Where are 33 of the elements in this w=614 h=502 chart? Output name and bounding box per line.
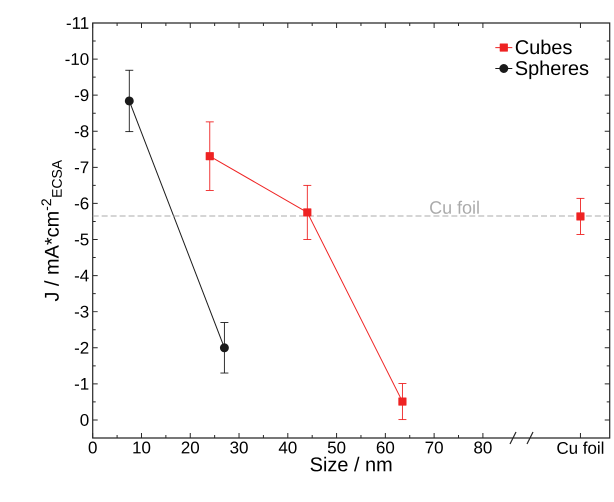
y-tick-label: -10 — [65, 53, 89, 66]
y-tick-label: -6 — [74, 197, 88, 210]
y-tick-label: -7 — [74, 162, 88, 174]
point — [124, 96, 134, 106]
x-tick-label: 70 — [426, 442, 443, 454]
x-axis-title: Size / nm — [310, 456, 392, 472]
x-tick-label: 30 — [230, 442, 248, 454]
ref-line-label: Cu foil — [430, 200, 479, 214]
legend-label: Spheres — [516, 60, 588, 80]
y-tick-label: -1 — [74, 378, 88, 390]
x-tick-label: 80 — [474, 442, 492, 454]
y-tick-label: 0 — [80, 414, 89, 426]
point — [220, 343, 229, 352]
y-tick-label: -2 — [74, 342, 88, 354]
y-tick-label: -3 — [74, 306, 88, 318]
point — [303, 208, 312, 217]
x-tick-label: 0 — [88, 442, 97, 454]
point — [576, 212, 585, 221]
y-tick-label: -11 — [66, 17, 88, 29]
x-tick-label: 10 — [133, 442, 150, 454]
y-tick-label: -9 — [74, 89, 88, 102]
point — [398, 397, 407, 406]
y-axis-title: J / mA*cm$^{-2}$ECSA — [41, 160, 62, 302]
y-tick-label: -8 — [74, 125, 88, 138]
x-tick-label: Cu foil — [557, 442, 604, 454]
x-tick-label: 40 — [278, 442, 297, 454]
y-tick-label: -4 — [74, 270, 89, 282]
point — [206, 152, 214, 160]
y-tick-label: -5 — [74, 234, 88, 246]
x-tick-label: 60 — [376, 442, 394, 454]
legend-label: Cubes — [516, 40, 572, 54]
x-tick-label: 20 — [182, 442, 200, 454]
x-tick-label: 50 — [328, 442, 346, 454]
